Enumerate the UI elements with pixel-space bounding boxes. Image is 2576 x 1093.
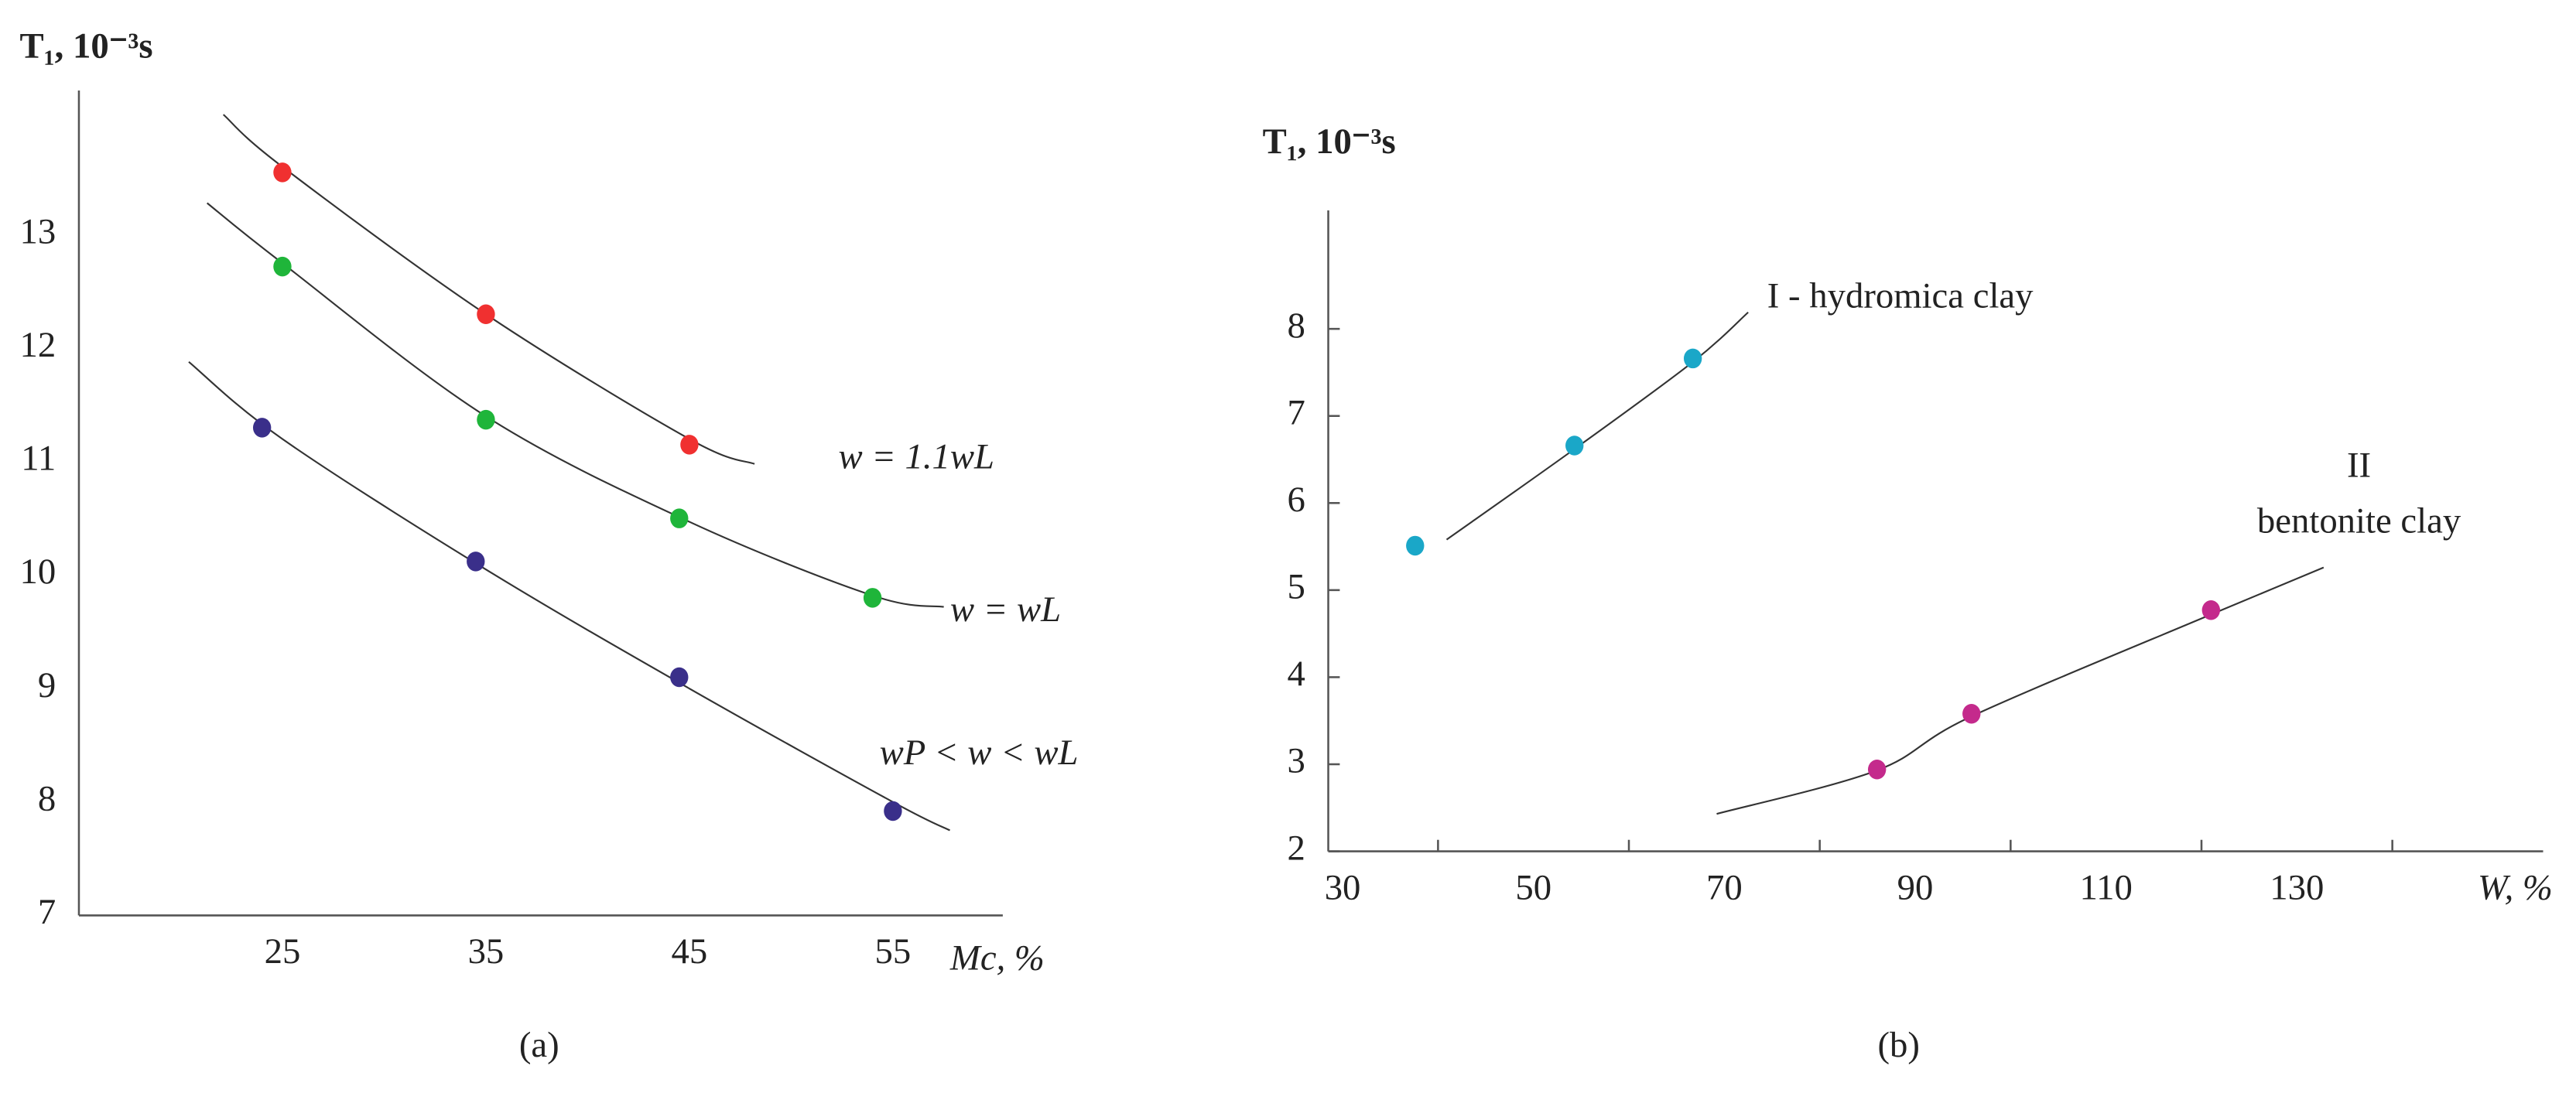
y-tick-label: 11 (21, 439, 56, 479)
data-point (1867, 760, 1887, 780)
data-point (1962, 703, 1981, 724)
data-point (477, 304, 495, 324)
y-tick-label: 4 (1287, 654, 1305, 694)
series-label: I - hydromica clay (1767, 275, 2034, 316)
data-point (680, 435, 699, 455)
x-tick-label: 35 (468, 931, 505, 972)
x-tick-label: 45 (672, 931, 708, 972)
data-point (2201, 600, 2221, 620)
data-point (467, 552, 485, 572)
y-tick-label: 2 (1287, 828, 1305, 868)
y-tick-label: 7 (38, 892, 56, 932)
y-tick-label: 9 (38, 665, 56, 705)
y-tick-label: 5 (1287, 567, 1305, 607)
series-label: wP < w < wL (880, 733, 1079, 773)
data-point (252, 418, 272, 438)
fit-curve (1445, 311, 1749, 541)
x-tick-label: 25 (265, 931, 301, 972)
y-axis-label: T₁, 10⁻³s (19, 26, 152, 67)
x-tick-label: 90 (1897, 867, 1934, 907)
y-tick-label: 8 (1287, 306, 1305, 346)
panel-label: (a) (519, 1025, 559, 1065)
data-point (1565, 435, 1584, 456)
y-tick-label: 7 (1287, 392, 1305, 432)
x-tick-label: 70 (1706, 867, 1743, 907)
data-point (670, 667, 689, 688)
data-point (273, 162, 292, 183)
fit-curve (206, 202, 944, 608)
series-label: w = 1.1wL (838, 437, 994, 477)
y-tick-label: 3 (1287, 741, 1305, 781)
series-label: w = wL (950, 589, 1061, 630)
y-axis-label: T₁, 10⁻³s (1263, 121, 1396, 162)
data-point (863, 588, 882, 608)
x-tick-label: 30 (1325, 867, 1361, 907)
y-tick-label: 6 (1287, 480, 1305, 520)
panel-label: (b) (1877, 1025, 1919, 1065)
y-tick-label: 12 (20, 325, 56, 365)
fit-curve (188, 360, 951, 832)
y-tick-label: 8 (38, 779, 56, 819)
data-point (477, 409, 495, 430)
data-point (273, 256, 292, 277)
fit-curve (1716, 566, 2325, 815)
y-tick-label: 13 (20, 211, 56, 251)
data-point (1683, 348, 1702, 369)
series-label: II (2347, 445, 2371, 485)
data-point (670, 508, 689, 528)
y-tick-label: 10 (20, 552, 56, 592)
x-tick-label: 50 (1515, 867, 1551, 907)
x-axis-label: Mc, % (949, 938, 1045, 979)
x-tick-label: 110 (2079, 867, 2132, 907)
data-point (1406, 535, 1425, 556)
x-tick-label: 55 (875, 931, 912, 972)
x-axis-label: W, % (2478, 867, 2553, 907)
series-sublabel: bentonite clay (2257, 501, 2461, 541)
data-point (884, 801, 902, 821)
x-tick-label: 130 (2270, 867, 2324, 907)
